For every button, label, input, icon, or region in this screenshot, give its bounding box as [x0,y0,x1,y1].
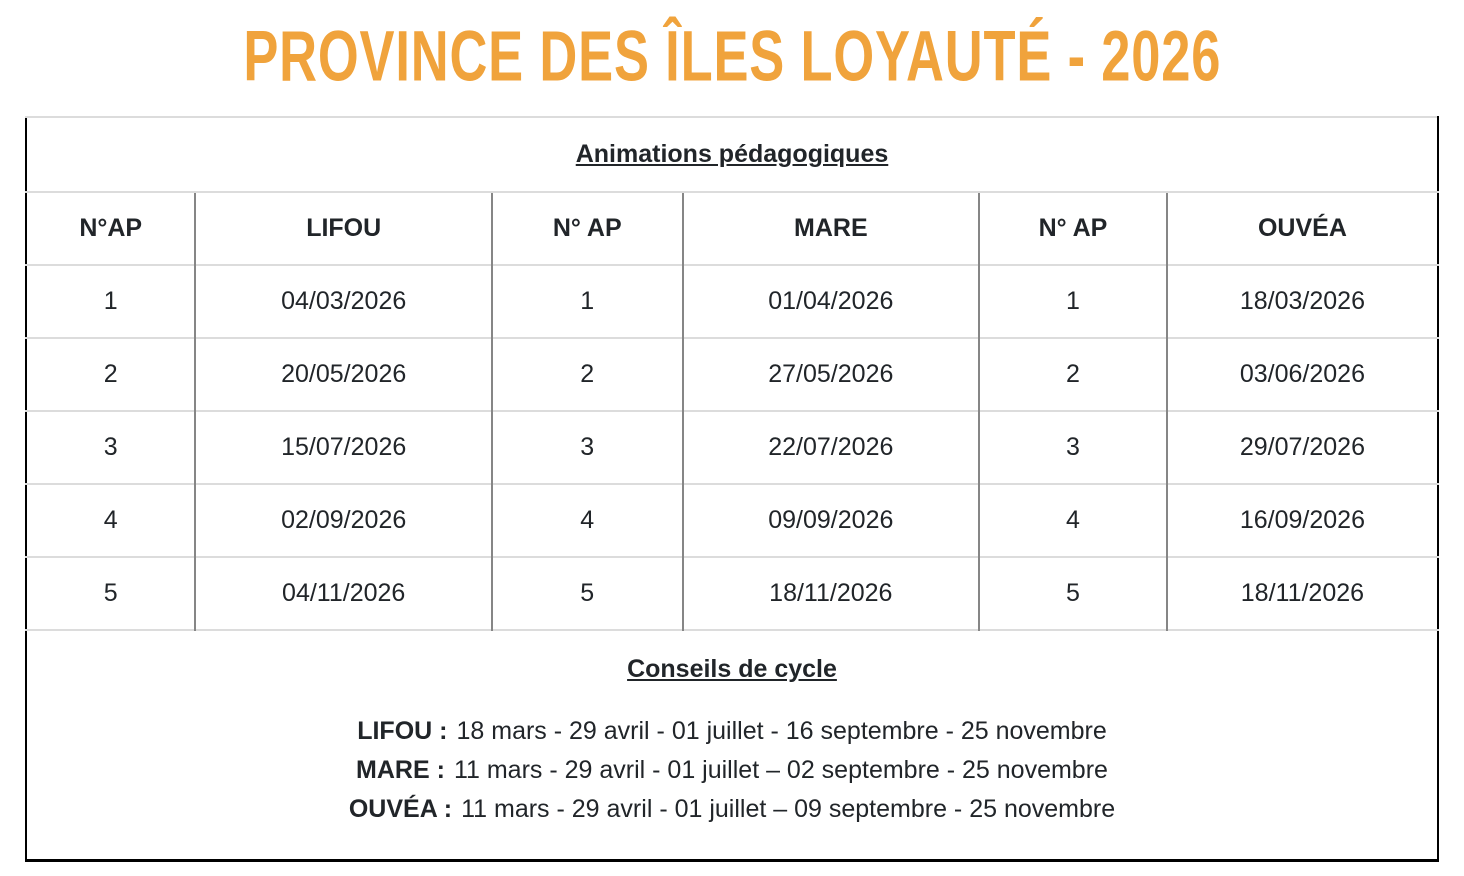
table-cell: 18/11/2026 [681,556,980,630]
column-header-nap-lifou: N°AP [26,191,196,265]
table-cell: 29/07/2026 [1165,410,1438,484]
table-cell: 4 [978,483,1167,557]
table-cell: 04/03/2026 [194,264,492,338]
table-row: 1 04/03/2026 1 01/04/2026 1 18/03/2026 [26,264,1438,338]
table-cell: 4 [26,483,196,557]
cycle-label-lifou: LIFOU : [357,717,448,745]
schedule-table: Animations pédagogiques N°AP LIFOU N° AP… [25,116,1439,862]
cycle-line-lifou: LIFOU : 18 mars - 29 avril - 01 juillet -… [35,712,1429,751]
table-cell: 2 [978,337,1167,411]
cycle-line-mare: MARE : 11 mars - 29 avril - 01 juillet – … [35,751,1429,790]
column-header-nap-ouvea: N° AP [978,191,1167,265]
cycle-dates-ouvea: 11 mars - 29 avril - 01 juillet – 09 sep… [461,795,1116,823]
table-cell: 04/11/2026 [194,556,492,630]
table-cell: 1 [26,264,196,338]
cycle-label-mare: MARE : [356,756,445,784]
table-cell: 1 [978,264,1167,338]
cycle-heading: Conseils de cycle [627,655,837,683]
column-header-lifou: LIFOU [194,191,492,265]
cycle-section: Conseils de cycle LIFOU : 18 mars - 29 av… [26,629,1438,861]
table-cell: 22/07/2026 [681,410,980,484]
table-cell: 01/04/2026 [681,264,980,338]
table-cell: 5 [978,556,1167,630]
table-cell: 1 [490,264,683,338]
table-row: 2 20/05/2026 2 27/05/2026 2 03/06/2026 [26,337,1438,411]
table-cell: 3 [978,410,1167,484]
page-title-container: PROVINCE DES ÎLES LOYAUTÉ - 2026 [25,12,1439,100]
table-row: 3 15/07/2026 3 22/07/2026 3 29/07/2026 [26,410,1438,484]
table-row: 5 04/11/2026 5 18/11/2026 5 18/11/2026 [26,556,1438,630]
table-row: 4 02/09/2026 4 09/09/2026 4 16/09/2026 [26,483,1438,557]
table-cell: 5 [490,556,683,630]
table-cell: 03/06/2026 [1165,337,1438,411]
table-cell: 2 [26,337,196,411]
table-cell: 3 [26,410,196,484]
cycle-dates-lifou: 18 mars - 29 avril - 01 juillet - 16 sep… [456,717,1107,745]
table-cell: 09/09/2026 [681,483,980,557]
table-cell: 02/09/2026 [194,483,492,557]
table-caption-cell: Animations pédagogiques [26,117,1438,192]
table-cell: 18/03/2026 [1165,264,1438,338]
table-cell: 20/05/2026 [194,337,492,411]
page-title: PROVINCE DES ÎLES LOYAUTÉ - 2026 [243,15,1221,97]
cycle-dates-mare: 11 mars - 29 avril - 01 juillet – 02 sep… [453,756,1108,784]
table-cell: 18/11/2026 [1165,556,1438,630]
cycle-label-ouvea: OUVÉA : [348,795,453,823]
column-header-ouvea: OUVÉA [1165,191,1438,265]
table-cell: 4 [490,483,683,557]
table-cell: 15/07/2026 [194,410,492,484]
table-cell: 16/09/2026 [1165,483,1438,557]
table-header-row: N°AP LIFOU N° AP MARE N° AP OUVÉA [26,191,1438,265]
column-header-nap-mare: N° AP [490,191,683,265]
table-caption-row: Animations pédagogiques [26,117,1438,192]
cycle-heading-container: Conseils de cycle [35,655,1429,684]
column-header-mare: MARE [681,191,980,265]
cycle-section-row: Conseils de cycle LIFOU : 18 mars - 29 av… [26,629,1438,861]
table-cell: 27/05/2026 [681,337,980,411]
cycle-line-ouvea: OUVÉA : 11 mars - 29 avril - 01 juillet –… [35,790,1429,829]
table-cell: 3 [490,410,683,484]
table-cell: 2 [490,337,683,411]
table-cell: 5 [26,556,196,630]
table-caption: Animations pédagogiques [575,140,889,168]
